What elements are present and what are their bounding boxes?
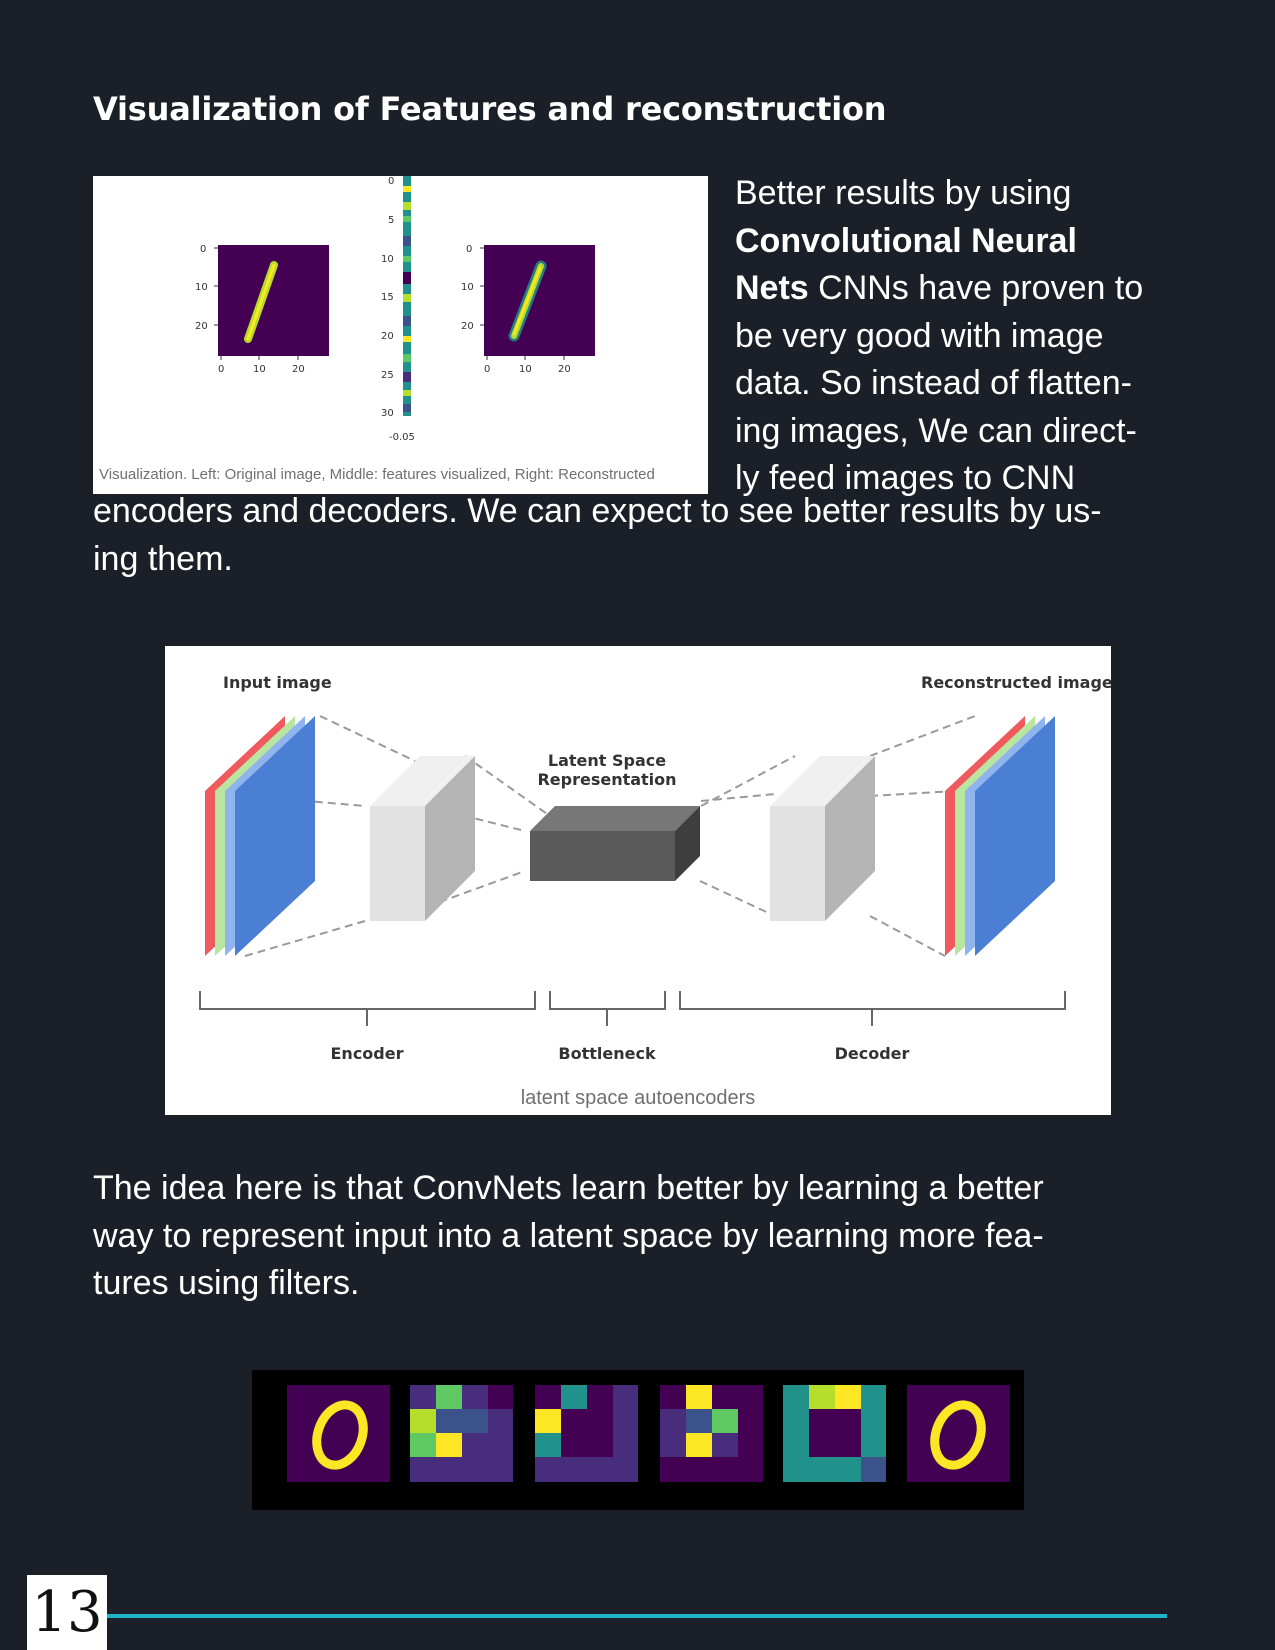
paragraph1-bottom: encoders and decoders. We can expect to … xyxy=(93,488,1193,583)
p1-line-6: ing images, We can direct- xyxy=(735,411,1137,450)
paragraph1-side: Better results by using Convolutional Ne… xyxy=(735,170,1175,503)
p1-line-1: Better results by using xyxy=(735,174,1072,212)
figure1-caption: Visualization. Left: Original image, Mid… xyxy=(99,466,655,483)
right-xtick-1: 10 xyxy=(519,364,532,375)
p1-bold-term-2: Nets xyxy=(735,269,809,307)
encoder-label: Encoder xyxy=(330,1044,404,1063)
left-xtick-2: 20 xyxy=(292,364,305,375)
right-ytick-2: 20 xyxy=(461,321,474,332)
p2-line-1: The idea here is that ConvNets learn bet… xyxy=(93,1169,1044,1207)
footer-rule xyxy=(107,1614,1167,1618)
autoencoder-diagram: Input image Reconstructed image Latent S… xyxy=(165,646,1111,1115)
right-ytick-0: 0 xyxy=(466,244,472,255)
feature-visualization-figure: 0 10 20 0 10 20 0 5 10 15 20 25 30 -0 xyxy=(93,176,708,494)
middle-ytick-2: 10 xyxy=(381,254,394,265)
right-xtick-2: 20 xyxy=(558,364,571,375)
reconstructed-image-label: Reconstructed image xyxy=(921,673,1111,692)
left-xtick-1: 10 xyxy=(253,364,266,375)
middle-ytick-3: 15 xyxy=(381,292,394,303)
feature-maps-graphic xyxy=(287,1385,1010,1482)
latent-space-label-line2: Representation xyxy=(537,770,677,789)
latent-space-label-line1: Latent Space xyxy=(547,751,667,770)
section-heading: Visualization of Features and reconstruc… xyxy=(93,90,887,128)
figure2-caption: latent space autoencoders xyxy=(520,1087,756,1109)
p1-line-3-rest: CNNs have proven to xyxy=(808,269,1144,307)
decoder-label: Decoder xyxy=(834,1044,910,1063)
input-image-label: Input image xyxy=(223,673,332,692)
p1-line-9: ing them. xyxy=(93,539,233,578)
middle-ytick-4: 20 xyxy=(381,331,394,342)
p1-line-7: ly feed images to CNN xyxy=(735,459,1076,497)
middle-ytick-6: 30 xyxy=(381,408,394,419)
p1-line-8: encoders and decoders. We can expect to … xyxy=(93,492,1102,530)
paragraph2: The idea here is that ConvNets learn bet… xyxy=(93,1165,1193,1308)
middle-xtick: -0.05 xyxy=(389,432,415,443)
left-ytick-0: 0 xyxy=(200,244,206,255)
p1-line-2: Convolutional Neural xyxy=(735,218,1175,266)
p1-line-4: be very good with image xyxy=(735,316,1104,355)
feature-visualization-graphic: 0 10 20 0 10 20 0 5 10 15 20 25 30 -0 xyxy=(195,176,595,443)
right-ytick-1: 10 xyxy=(461,282,474,293)
right-xtick-0: 0 xyxy=(484,364,490,375)
left-xtick-0: 0 xyxy=(218,364,224,375)
autoencoder-diagram-graphic xyxy=(199,715,1066,1026)
bottleneck-label: Bottleneck xyxy=(558,1044,656,1063)
middle-ytick-5: 25 xyxy=(381,370,394,381)
latent-space-label: Latent Space Representation xyxy=(537,751,677,789)
page-number: 13 xyxy=(27,1575,107,1650)
middle-ytick-0: 0 xyxy=(388,176,394,187)
left-ytick-1: 10 xyxy=(195,282,208,293)
feature-maps-strip xyxy=(252,1370,1024,1510)
middle-ytick-1: 5 xyxy=(388,215,394,226)
p1-line-5: data. So instead of flatten- xyxy=(735,364,1132,402)
p2-line-2: way to represent input into a latent spa… xyxy=(93,1216,1044,1255)
p2-line-3: tures using filters. xyxy=(93,1264,360,1302)
left-ytick-2: 20 xyxy=(195,321,208,332)
p1-bold-term: Convolutional Neural xyxy=(735,221,1077,260)
p1-line-3: Nets CNNs have proven to xyxy=(735,265,1175,313)
